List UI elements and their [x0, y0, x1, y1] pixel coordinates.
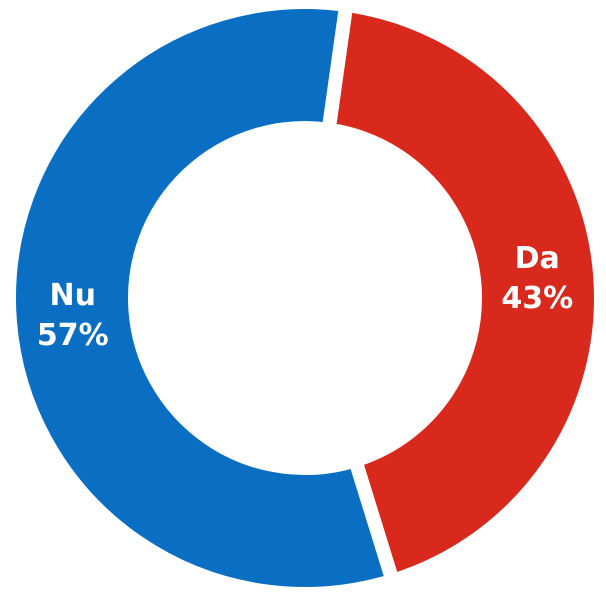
slice-value-label: 43%	[501, 281, 573, 316]
slice-label: Da	[515, 241, 560, 276]
slice-value-label: 57%	[37, 318, 109, 353]
donut-slice	[2, 0, 402, 592]
donut-slice	[320, 0, 606, 590]
slice-label: Nu	[50, 278, 96, 313]
